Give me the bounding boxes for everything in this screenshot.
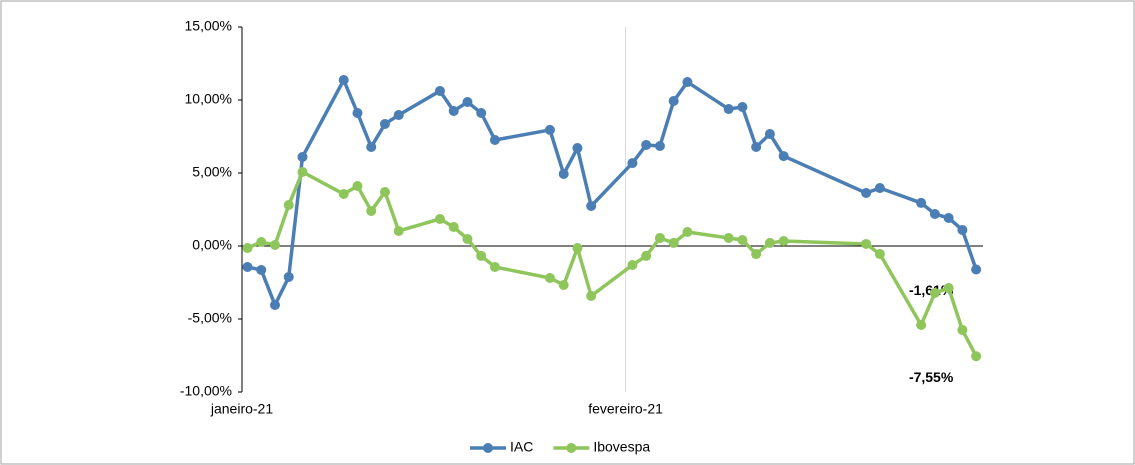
x-tick-label: fevereiro-21 — [588, 401, 663, 417]
data-point — [434, 85, 445, 96]
data-point — [256, 264, 267, 275]
data-point — [668, 237, 679, 248]
data-point — [641, 250, 652, 261]
data-point — [338, 189, 349, 200]
data-point — [283, 271, 294, 282]
data-point — [297, 166, 308, 177]
data-point — [462, 233, 473, 244]
data-point — [737, 235, 748, 246]
data-point — [668, 96, 679, 107]
legend-marker — [566, 443, 577, 453]
data-point — [764, 237, 775, 248]
legend-label: Ibovespa — [593, 439, 650, 455]
data-point — [586, 290, 597, 301]
data-point — [943, 283, 954, 294]
data-point — [366, 142, 377, 153]
data-point — [654, 232, 665, 243]
y-tick-label: -5,00% — [188, 310, 232, 326]
data-point — [462, 97, 473, 108]
data-point — [269, 299, 280, 310]
data-point — [434, 213, 445, 224]
data-point — [476, 107, 487, 118]
data-point — [544, 272, 555, 283]
data-point — [379, 118, 390, 129]
data-point — [971, 351, 982, 362]
data-point — [929, 209, 940, 220]
data-point — [338, 74, 349, 85]
data-point — [366, 205, 377, 216]
data-point — [737, 102, 748, 113]
y-tick-label: 15,00% — [185, 18, 232, 34]
data-point — [379, 186, 390, 197]
data-point — [476, 250, 487, 261]
data-point — [572, 243, 583, 254]
data-point — [558, 279, 569, 290]
y-tick-label: 0,00% — [192, 237, 232, 253]
data-point — [943, 212, 954, 223]
y-tick-label: -10,00% — [180, 383, 232, 399]
data-point — [723, 232, 734, 243]
data-point — [874, 183, 885, 194]
data-point — [861, 188, 872, 199]
data-point — [751, 249, 762, 260]
legend-label: IAC — [510, 439, 533, 455]
data-point — [751, 142, 762, 153]
legend-marker — [483, 443, 493, 453]
value-label: -7,55% — [909, 369, 954, 385]
y-tick-label: 5,00% — [192, 164, 232, 180]
data-point — [448, 222, 459, 233]
data-point — [558, 169, 569, 180]
data-point — [352, 180, 363, 191]
data-point — [393, 110, 404, 121]
data-point — [489, 135, 500, 146]
data-point — [957, 224, 968, 235]
y-tick-label: 10,00% — [185, 91, 232, 107]
data-point — [682, 77, 693, 88]
data-point — [572, 143, 583, 154]
data-point — [283, 199, 294, 210]
data-point — [778, 236, 789, 247]
data-point — [448, 105, 459, 116]
data-point — [971, 264, 982, 275]
data-point — [916, 197, 927, 208]
data-point — [654, 140, 665, 151]
data-point — [627, 259, 638, 270]
data-point — [242, 243, 253, 254]
x-tick-label: janeiro-21 — [210, 401, 273, 417]
data-point — [957, 324, 968, 335]
data-point — [242, 262, 253, 273]
data-point — [544, 124, 555, 135]
data-point — [764, 129, 775, 140]
data-point — [269, 239, 280, 250]
data-point — [916, 319, 927, 330]
data-point — [627, 158, 638, 169]
data-point — [297, 151, 308, 162]
data-point — [778, 151, 789, 162]
data-point — [861, 238, 872, 249]
data-point — [586, 200, 597, 211]
data-point — [929, 288, 940, 299]
data-point — [393, 225, 404, 236]
data-point — [874, 249, 885, 260]
data-point — [682, 226, 693, 237]
data-point — [256, 237, 267, 248]
data-point — [352, 107, 363, 118]
data-point — [641, 139, 652, 150]
data-point — [489, 262, 500, 273]
data-point — [723, 104, 734, 115]
